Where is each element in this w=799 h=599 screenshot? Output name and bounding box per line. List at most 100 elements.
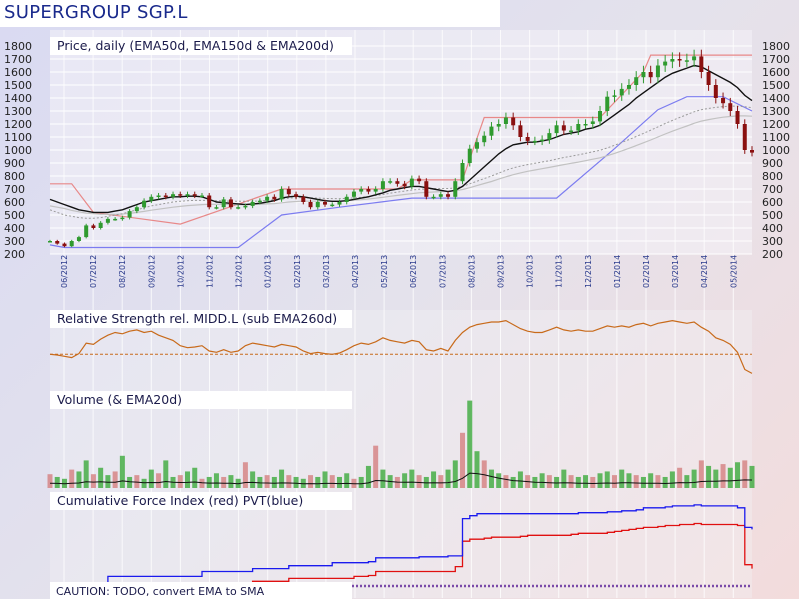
volume-bar [597, 473, 603, 488]
x-tick-label: 06/2013 [409, 255, 418, 288]
volume-bar [706, 465, 712, 488]
volume-bar [416, 475, 422, 488]
panel-titles: Price, daily (EMA50d, EMA150d & EMA200d)… [50, 37, 352, 599]
price-candle [554, 125, 559, 134]
y-tick-right: 1100 [762, 131, 790, 144]
price-candle [525, 137, 530, 141]
price-candle [228, 199, 233, 208]
volume-bar [561, 469, 567, 488]
price-candle [91, 225, 96, 228]
price-candle [598, 111, 603, 122]
price-candle [460, 163, 465, 182]
y-tick-right: 1200 [762, 118, 790, 131]
price-candle [199, 195, 204, 197]
price-candle [655, 65, 660, 78]
price-candle [482, 135, 487, 143]
volume-bar [539, 473, 545, 488]
indicator-plot-area [50, 310, 752, 598]
x-tick-label: 05/2014 [729, 255, 738, 288]
volume-bar [54, 476, 60, 488]
y-tick-right: 200 [762, 248, 783, 261]
volume-bar [438, 475, 444, 488]
y-tick-left: 1600 [4, 66, 32, 79]
price-candle [721, 98, 726, 104]
volume-bar [47, 474, 53, 488]
y-tick-left: 700 [4, 183, 25, 196]
volume-bar [380, 469, 386, 488]
x-tick-label: 07/2013 [438, 255, 447, 288]
price-panel-title-box [50, 37, 352, 55]
price-candle [294, 194, 299, 197]
y-tick-right: 300 [762, 235, 783, 248]
volume-bar [279, 469, 285, 488]
price-candle [221, 199, 226, 208]
volume-bar [105, 475, 111, 488]
volume-bar [141, 478, 147, 488]
volume-bar [185, 471, 191, 488]
volume-bar [271, 476, 277, 488]
price-candle [388, 181, 393, 183]
x-tick-label: 04/2014 [700, 255, 709, 288]
x-tick-label: 03/2013 [322, 255, 331, 288]
price-candle [113, 218, 118, 221]
volume-bar [626, 473, 632, 488]
price-candle [489, 126, 494, 136]
volume-bar [76, 471, 82, 488]
rs-panel-title-box [50, 310, 352, 328]
y-tick-right: 1600 [762, 66, 790, 79]
volume-bar [575, 476, 581, 488]
x-tick-label: 07/2012 [89, 255, 98, 288]
price-candle [684, 60, 689, 62]
price-candle [706, 72, 711, 85]
volume-bar [691, 469, 697, 488]
volume-ema-line [49, 472, 753, 485]
volume-bar [633, 475, 639, 488]
price-candle [149, 196, 154, 201]
volume-bar [611, 475, 617, 488]
y-tick-left: 1000 [4, 144, 32, 157]
price-candle [750, 150, 754, 153]
rs-panel-title: Relative Strength rel. MIDD.L (sub EMA26… [57, 311, 337, 326]
volume-bar [510, 476, 516, 488]
y-tick-left: 400 [4, 222, 25, 235]
x-tick-label: 10/2013 [526, 255, 535, 288]
price-candle [583, 124, 588, 126]
price-candle [76, 237, 81, 241]
y-tick-left: 1400 [4, 92, 32, 105]
x-tick-label: 01/2013 [264, 255, 273, 288]
volume-bar [713, 469, 719, 488]
price-candle [69, 241, 74, 247]
price-candle [453, 181, 458, 197]
title-box: SUPERGROUP SGP.L [0, 0, 500, 27]
price-candle [576, 124, 581, 131]
price-candle [192, 194, 197, 196]
price-candle [561, 125, 566, 131]
volume-bar [206, 476, 212, 488]
x-tick-label: 06/2012 [60, 255, 69, 288]
price-candle [48, 241, 52, 243]
y-tick-left: 500 [4, 209, 25, 222]
price-candle [641, 72, 646, 78]
x-tick-label: 05/2013 [380, 255, 389, 288]
price-candle [626, 85, 631, 89]
volume-bar [344, 473, 350, 488]
volume-bar [517, 471, 523, 488]
price-candle [735, 111, 740, 124]
y-tick-right: 1000 [762, 144, 790, 157]
x-tick-label: 11/2013 [555, 255, 564, 288]
price-candle [417, 178, 422, 182]
price-candle [634, 77, 639, 85]
price-candle [431, 196, 436, 199]
price-candle [315, 202, 320, 208]
relative-strength-panel [49, 319, 753, 374]
y-tick-right: 500 [762, 209, 783, 222]
price-candle [677, 59, 682, 61]
volume-bar [590, 476, 596, 488]
price-candle [351, 191, 356, 197]
volume-bar [192, 467, 198, 488]
price-candle [330, 204, 335, 207]
price-candle [207, 195, 212, 208]
volume-bar [727, 467, 733, 488]
volume-bar [163, 460, 169, 488]
volume-bar [583, 475, 589, 488]
